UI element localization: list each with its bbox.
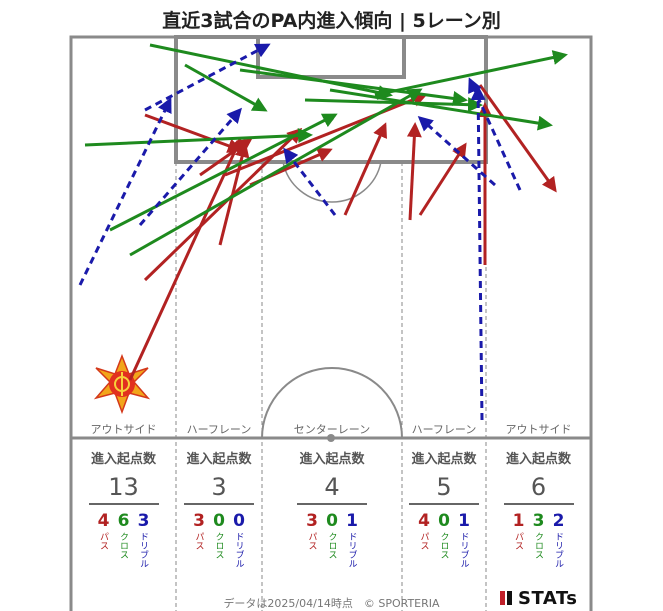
dribble-label: ドリブル — [458, 532, 469, 568]
stats-out-left: 進入起点数 13 4 パス 6 クロス 3 ドリブル — [71, 448, 176, 568]
stats-total: 3 — [184, 473, 254, 505]
cross-arrow — [109, 113, 338, 232]
center-circle — [261, 367, 403, 439]
dribble-count: 3 — [137, 511, 150, 531]
cross-arrow — [184, 63, 268, 112]
pass-arrow — [143, 127, 303, 282]
cross-label: クロス — [438, 532, 449, 559]
pass-count: 1 — [512, 511, 525, 531]
stats-breakdown: 3 パス 0 クロス 0 ドリブル — [176, 511, 262, 568]
pass-count: 3 — [193, 511, 205, 531]
pass-arrow — [418, 142, 467, 216]
chart-title: 直近3試合のPA内進入傾向 | 5レーン別 — [162, 10, 501, 32]
stats-breakdown: 4 パス 6 クロス 3 ドリブル — [71, 511, 176, 568]
stats-header: 進入起点数 — [411, 452, 477, 467]
dribble-count: 2 — [552, 511, 565, 531]
stats-half-left: 進入起点数 3 3 パス 0 クロス 0 ドリブル — [176, 448, 262, 568]
pass-arrow — [343, 122, 387, 216]
pass-label: パス — [306, 532, 317, 550]
pass-arrow — [128, 137, 242, 381]
stats-breakdown: 1 パス 3 クロス 2 ドリブル — [486, 511, 591, 568]
dribble-label: ドリブル — [553, 532, 563, 568]
dribble-label: ドリブル — [138, 532, 148, 568]
pitch-boundary — [69, 35, 593, 440]
pass-label: パス — [98, 532, 108, 550]
cross-count: 0 — [438, 511, 450, 531]
dribble-arrow — [78, 97, 172, 286]
pass-arrow — [199, 138, 253, 177]
dribble-arrow — [470, 85, 486, 421]
penalty-arc — [282, 161, 382, 203]
lane-label-half-left: ハーフレーン — [186, 423, 252, 436]
cross-arrow — [129, 88, 423, 257]
cross-count: 0 — [326, 511, 338, 531]
lane-label-out-right: アウトサイド — [505, 423, 572, 436]
cross-count: 6 — [117, 511, 130, 531]
logo-text: STATs — [518, 588, 578, 609]
stats-total: 6 — [503, 473, 574, 505]
stats-logo: STATs — [500, 588, 577, 609]
pass-label: パス — [193, 532, 204, 550]
dribble-label: ドリブル — [346, 532, 357, 568]
cross-label: クロス — [118, 532, 128, 559]
stats-header: 進入起点数 — [505, 452, 571, 467]
dribble-count: 0 — [233, 511, 245, 531]
pass-arrow — [478, 84, 557, 193]
cross-arrow — [239, 68, 468, 106]
cross-arrows — [84, 43, 568, 257]
pass-arrows — [128, 84, 557, 381]
cross-arrow — [149, 43, 393, 100]
lane-label-out-left: アウトサイド — [90, 423, 157, 436]
dribble-count: 1 — [346, 511, 358, 531]
club-crest-icon — [93, 353, 151, 415]
pass-count: 4 — [418, 511, 430, 531]
dribble-arrow — [468, 77, 522, 191]
stats-breakdown: 3 パス 0 クロス 1 ドリブル — [262, 511, 402, 568]
stats-half-right: 進入起点数 5 4 パス 0 クロス 1 ドリブル — [402, 448, 486, 568]
lane-label-half-right: ハーフレーン — [411, 423, 477, 436]
dribble-arrow — [417, 116, 496, 187]
dribble-label: ドリブル — [233, 532, 244, 568]
dribble-arrow — [283, 147, 337, 216]
stats-breakdown: 4 パス 0 クロス 1 ドリブル — [402, 511, 486, 568]
pass-count: 3 — [306, 511, 318, 531]
pass-label: パス — [418, 532, 429, 550]
data-footer: データは2025/04/14時点 © SPORTERIA — [223, 597, 440, 610]
stats-center: 進入起点数 4 3 パス 0 クロス 1 ドリブル — [262, 448, 402, 568]
cross-label: クロス — [326, 532, 337, 559]
dribble-arrow — [138, 107, 242, 226]
stats-out-right: 進入起点数 6 1 パス 3 クロス 2 ドリブル — [486, 448, 591, 568]
cross-arrow — [84, 128, 313, 147]
cross-arrow — [329, 88, 553, 131]
pass-count: 4 — [97, 511, 110, 531]
dribble-count: 1 — [458, 511, 470, 531]
stats-header: 進入起点数 — [299, 452, 365, 467]
stats-total: 13 — [88, 473, 159, 505]
stats-header: 進入起点数 — [90, 452, 156, 467]
stats-total: 4 — [297, 473, 367, 505]
lane-label-center: センターレーン — [293, 423, 371, 436]
pitch-lines — [69, 35, 593, 611]
cross-count: 3 — [532, 511, 545, 531]
cross-count: 0 — [213, 511, 225, 531]
cross-label: クロス — [533, 532, 543, 559]
stats-header: 進入起点数 — [186, 452, 252, 467]
dribble-arrows — [78, 43, 522, 421]
cross-arrow — [304, 97, 483, 113]
pass-label: パス — [513, 532, 523, 550]
pass-arrow — [406, 122, 422, 221]
cross-label: クロス — [213, 532, 224, 559]
pass-arrow — [224, 92, 428, 177]
stats-total: 5 — [409, 473, 479, 505]
cross-arrow — [374, 50, 568, 97]
